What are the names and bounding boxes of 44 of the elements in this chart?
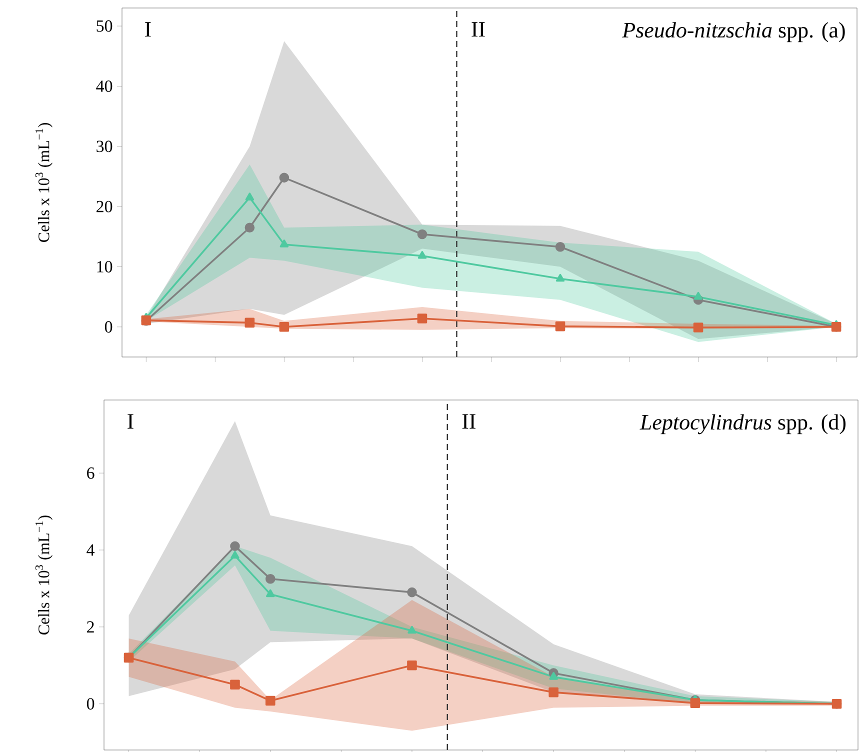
text: Leptocylindrus spp. (d) [640, 414, 846, 434]
y-tick-label: 40 [96, 80, 112, 92]
y-axis-title: Cells x 10$^{3}$ (mL$^{−1}$) [35, 516, 53, 634]
point [230, 680, 240, 690]
point [555, 242, 566, 252]
y-tick-label: 0 [86, 698, 94, 710]
point [244, 318, 255, 328]
point [280, 240, 289, 248]
point [265, 696, 276, 706]
point [266, 589, 275, 598]
point [417, 229, 428, 240]
point [230, 541, 240, 552]
point [408, 626, 416, 634]
point [279, 172, 290, 183]
point [694, 292, 703, 300]
point [265, 574, 276, 584]
point [279, 322, 290, 332]
y-tick-label: 2 [87, 621, 94, 633]
point [693, 322, 704, 332]
y-tick-label: 30 [96, 140, 112, 152]
y-tick-label: 4 [86, 544, 95, 556]
annotation: II [472, 22, 485, 37]
text: Pseudo-nitzschia spp. (a) [622, 22, 845, 42]
y-tick-label: 10 [97, 260, 112, 272]
point [555, 321, 566, 332]
point [407, 587, 417, 598]
point [418, 251, 427, 259]
y-tick-label: 20 [96, 200, 112, 212]
y-tick-label: 6 [87, 467, 94, 479]
annotation: I [145, 22, 151, 37]
y-axis-title: Cells x 10$^{3}$ (mL$^{−1}$) [35, 123, 53, 242]
annotation: I [128, 414, 134, 429]
point [230, 550, 240, 559]
y-tick-label: 0 [104, 321, 112, 333]
annotation: II [462, 414, 476, 429]
point [690, 698, 700, 708]
point [245, 192, 254, 200]
point [556, 274, 565, 282]
point [407, 660, 417, 670]
point [549, 672, 558, 680]
point [417, 314, 428, 324]
point [244, 222, 255, 233]
point [548, 687, 558, 698]
y-tick-label: 50 [96, 20, 112, 32]
